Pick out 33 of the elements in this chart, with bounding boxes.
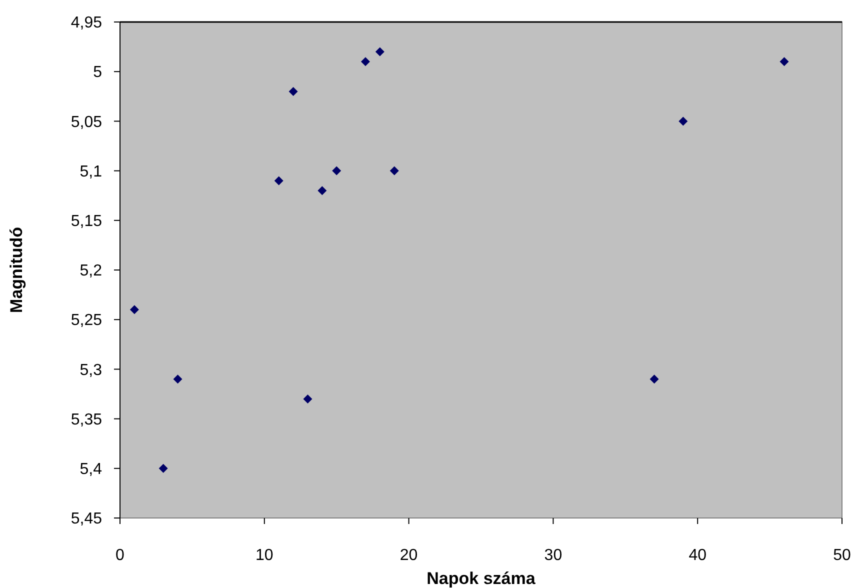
x-tick-label: 0 (116, 547, 125, 564)
y-tick-label: 5,05 (70, 114, 102, 131)
point (678, 116, 688, 126)
x-axis-title: Napok száma (426, 569, 536, 588)
y-tick-label: 5,15 (70, 213, 102, 230)
y-tick-label: 5,4 (80, 461, 102, 478)
y-tick-label: 5,45 (70, 510, 102, 528)
x-tick-label: 50 (833, 547, 851, 564)
point (288, 86, 298, 96)
x-tick-label: 30 (544, 547, 562, 564)
y-tick-label: 5 (93, 64, 102, 82)
point (274, 176, 284, 186)
y-tick-label: 5,1 (80, 163, 102, 180)
point (318, 186, 327, 196)
x-tick-label: 40 (688, 547, 707, 564)
point (780, 57, 789, 66)
point (650, 374, 659, 384)
point (390, 166, 399, 176)
y-tick-label: 5,35 (70, 411, 102, 428)
point (130, 305, 139, 314)
point (375, 47, 384, 56)
point (158, 464, 168, 473)
y-tick-label: 5,2 (80, 262, 102, 280)
x-tick-label: 20 (400, 547, 418, 564)
x-tick-label: 10 (256, 547, 274, 564)
point (332, 166, 342, 176)
point (303, 394, 312, 404)
y-axis-title: Magnitudó (7, 227, 26, 313)
point (360, 57, 370, 66)
point (173, 374, 182, 384)
y-tick-label: 5,3 (80, 362, 102, 379)
y-tick-label: 4,95 (70, 14, 102, 32)
y-tick-label: 5,25 (70, 312, 102, 330)
